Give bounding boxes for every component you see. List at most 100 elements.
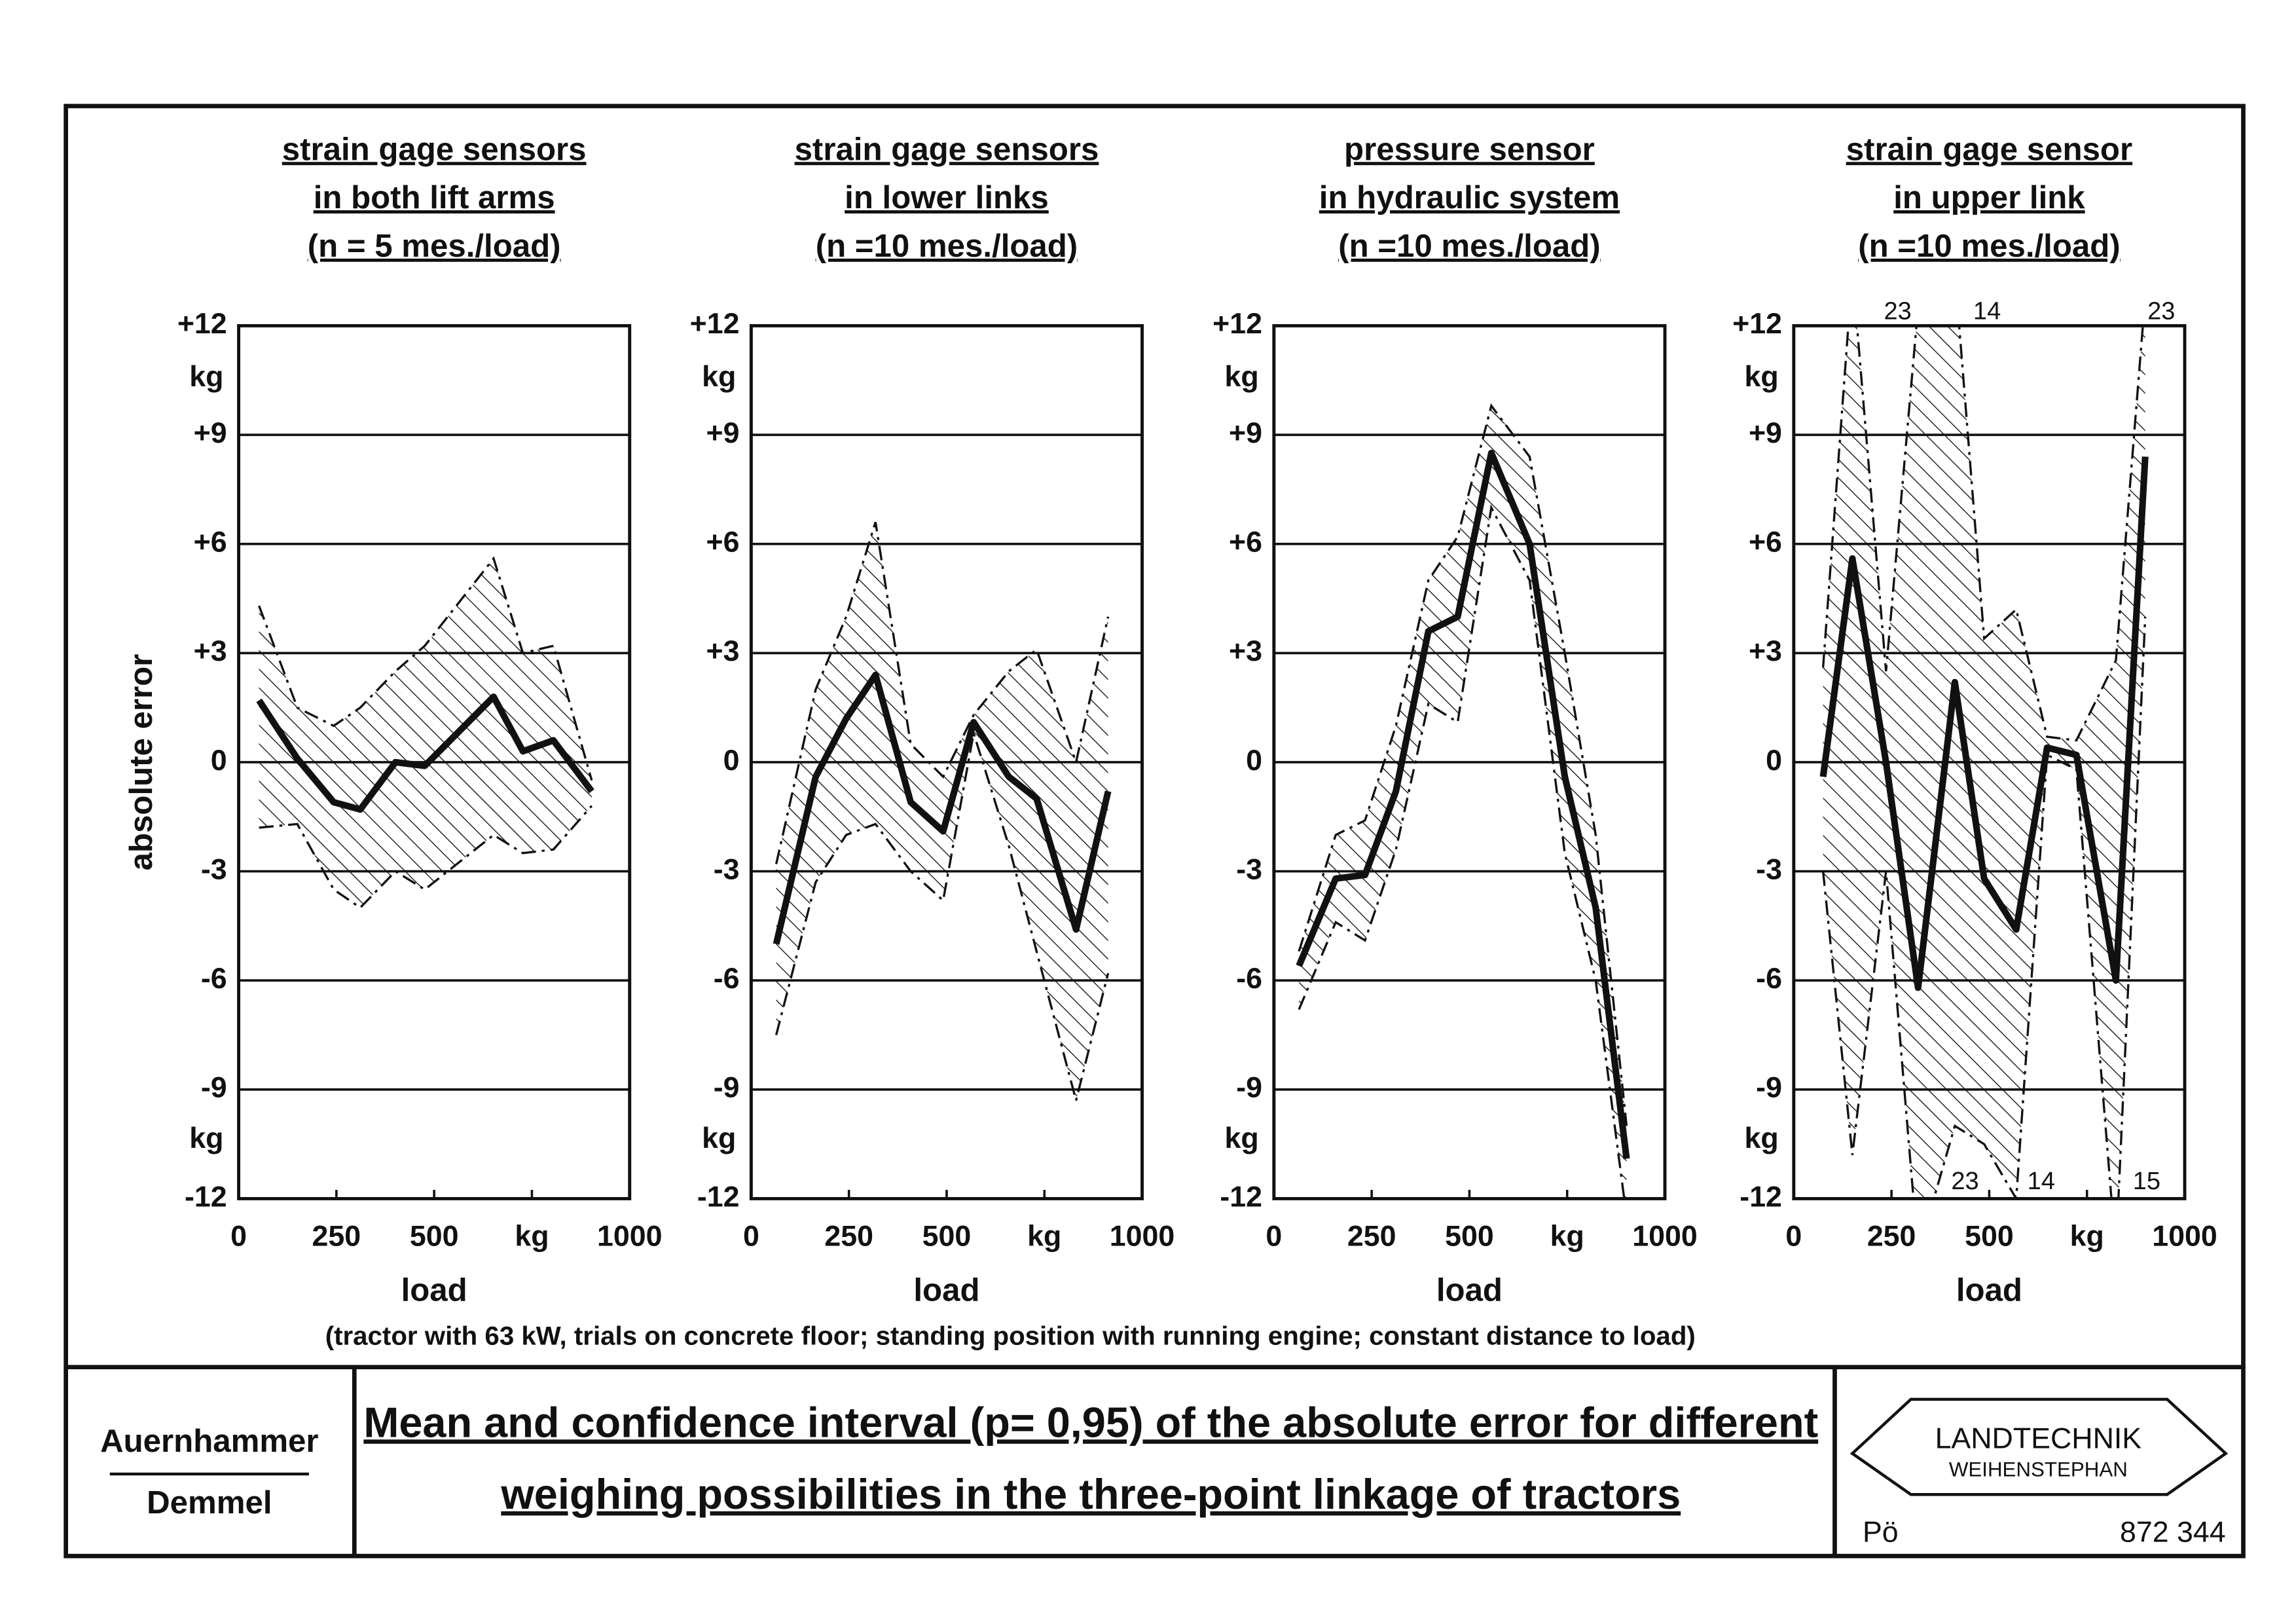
x-tick-label: 250 [1347, 1221, 1396, 1253]
panel-title: in both lift arms [314, 179, 555, 215]
annotation: 23 [1951, 1168, 1978, 1195]
mean-line [773, 671, 1112, 945]
panel-title: (n = 5 mes./load) [308, 228, 561, 264]
y-tick-label: -6 [714, 963, 740, 995]
x-tick-label: 500 [1965, 1221, 2014, 1253]
panel-title: strain gage sensors [795, 131, 1099, 167]
mean-line [1819, 456, 2149, 991]
panel-title: (n =10 mes./load) [1858, 228, 2120, 264]
annotations: 23 14 23 23 14 15 [1884, 297, 2175, 1195]
y-tick-label: -12 [185, 1181, 227, 1213]
panel-title: in upper link [1893, 179, 2085, 215]
y-tick-label: 0 [211, 745, 227, 777]
y-unit: kg [1225, 361, 1259, 393]
annotation: 15 [2133, 1168, 2160, 1195]
upper-bound [258, 556, 593, 781]
x-tick-label: 1000 [1632, 1221, 1697, 1253]
mean-line [1296, 449, 1630, 1159]
y-tick-label: +9 [194, 417, 227, 449]
outer-frame [64, 103, 2246, 1559]
panel: pressure sensor in hydraulic system (n =10… [1212, 131, 1698, 1308]
panel-title: strain gage sensors [282, 131, 587, 167]
x-tick-label: 0 [743, 1221, 759, 1253]
mean-line [256, 693, 594, 813]
y-tick-label: +12 [1732, 308, 1782, 340]
y-tick-label: 0 [723, 745, 740, 777]
x-tick-label: 500 [410, 1221, 459, 1253]
plot-frame [1792, 323, 2187, 1200]
y-tick-label: -3 [201, 853, 227, 885]
y-tick-label: +6 [1749, 526, 1782, 559]
figure-title: Mean and confidence interval (p= 0,95) o… [363, 1398, 1818, 1446]
y-unit: kg [189, 1122, 223, 1154]
lower-bound [774, 733, 1110, 1105]
plot-area [773, 521, 1112, 1105]
y-tick-label: +9 [1749, 417, 1782, 449]
lower-bound [259, 805, 593, 910]
y-tick-label: +3 [194, 635, 227, 667]
y-tick-label: -3 [1236, 853, 1262, 885]
figure-title: weighing possibilities in the three-poin… [500, 1470, 1681, 1518]
x-tick-label: 0 [1785, 1221, 1802, 1253]
plot-area [1296, 403, 1630, 1199]
y-tick-label: +12 [1212, 308, 1262, 340]
logo-text: WEIHENSTEPHAN [1949, 1458, 2128, 1481]
x-axis-label: load [1956, 1272, 2022, 1308]
y-tick-label: -12 [1220, 1181, 1262, 1213]
y-unit: kg [1745, 1122, 1779, 1154]
panel: strain gage sensors in both lift arms (n =… [123, 131, 662, 1308]
y-tick-label: -9 [1236, 1072, 1262, 1104]
y-tick-label: -3 [1756, 853, 1782, 885]
logo-text: LANDTECHNIK [1935, 1422, 2142, 1454]
upper-bound [774, 521, 1110, 864]
y-unit: kg [1745, 361, 1779, 393]
y-tick-label: +3 [706, 635, 739, 667]
y-tick-label: +6 [706, 526, 739, 559]
y-unit: kg [702, 1122, 736, 1154]
y-tick-label: -12 [1740, 1181, 1782, 1213]
author: Demmel [147, 1485, 272, 1521]
y-tick-label: +9 [1229, 417, 1262, 449]
x-tick-label: kg [515, 1221, 549, 1253]
lower-bound [1821, 616, 2147, 1199]
panel-title: (n =10 mes./load) [816, 228, 1078, 264]
logo-outline [1850, 1397, 2229, 1496]
x-tick-label: 250 [312, 1221, 361, 1253]
x-tick-label: 1000 [597, 1221, 662, 1253]
plot-frame [1272, 323, 1667, 1200]
figure-number: 872 344 [2120, 1516, 2226, 1548]
plot-area [1819, 325, 2149, 1199]
annotation: 14 [1973, 297, 2001, 325]
y-tick-label: -9 [1756, 1072, 1782, 1104]
y-tick-label: +3 [1229, 635, 1262, 667]
y-tick-label: -6 [1236, 963, 1262, 995]
y-tick-label: +12 [690, 308, 740, 340]
panel-title: (n =10 mes./load) [1338, 228, 1600, 264]
x-tick-label: 500 [1445, 1221, 1494, 1253]
x-tick-label: 250 [824, 1221, 873, 1253]
panel: strain gage sensor in upper link (n =10 me… [1732, 131, 2217, 1308]
confidence-band [1823, 325, 2145, 1199]
panel-title: in lower links [845, 179, 1049, 215]
x-tick-label: 0 [1266, 1221, 1282, 1253]
plot-area [256, 556, 594, 910]
x-tick-label: 1000 [1110, 1221, 1175, 1253]
author: Auernhammer [100, 1423, 318, 1459]
y-unit: kg [1225, 1122, 1259, 1154]
y-tick-label: -6 [201, 963, 227, 995]
panel-title: strain gage sensor [1846, 131, 2132, 167]
x-axis-label: load [401, 1272, 467, 1308]
plot-frame [237, 323, 632, 1200]
plot-frame [749, 323, 1144, 1200]
x-tick-label: 250 [1867, 1221, 1916, 1253]
y-tick-label: +3 [1749, 635, 1782, 667]
annotation: 23 [2147, 297, 2175, 325]
y-unit: kg [189, 361, 223, 393]
annotation: 14 [2028, 1168, 2055, 1195]
footnote: (tractor with 63 kW, trials on concrete … [325, 1321, 1696, 1351]
x-tick-label: 0 [230, 1221, 247, 1253]
panel-title: pressure sensor [1344, 131, 1595, 167]
upper-bound [1298, 403, 1628, 1126]
upper-bound [1821, 325, 2144, 742]
